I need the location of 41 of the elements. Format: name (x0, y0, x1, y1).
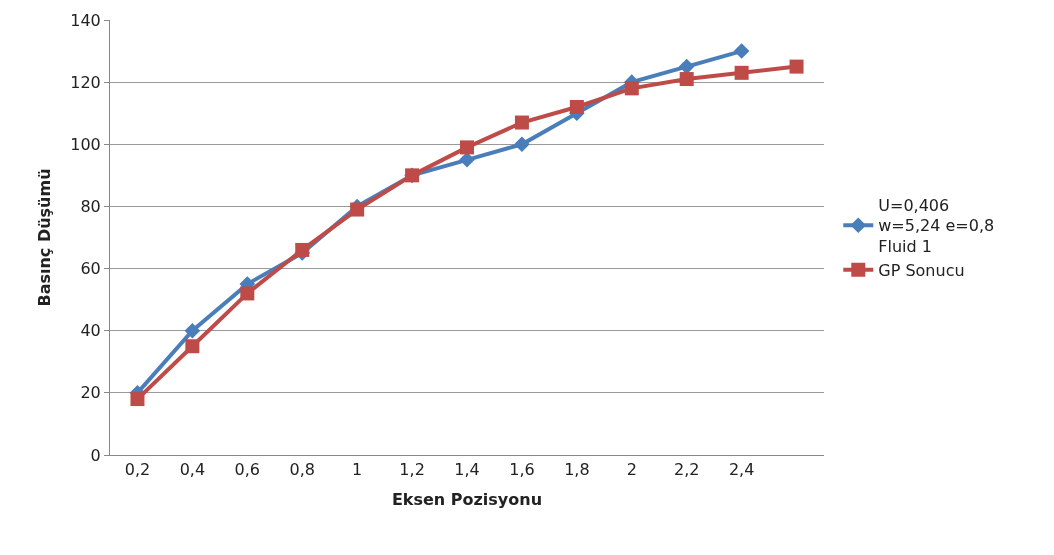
point (678, 58, 695, 75)
x-tick-label: 1,6 (509, 460, 535, 480)
point (459, 152, 475, 168)
y-tick-label: 140 (70, 10, 101, 30)
y-tick-label: 60 (80, 259, 101, 279)
point (350, 202, 365, 217)
y-tick-label: 80 (80, 197, 101, 217)
point (185, 339, 200, 354)
point (789, 59, 804, 74)
y-tick-label: 120 (70, 72, 101, 92)
x-tick-label: 1,8 (564, 460, 590, 480)
x-tick-label: 2 (626, 460, 637, 480)
x-tick-label: 0,2 (124, 460, 151, 480)
x-tick-label: 0,4 (179, 460, 206, 480)
point (679, 72, 694, 87)
x-tick-label: 1,4 (454, 460, 480, 480)
x-tick-label: 0,6 (234, 460, 261, 480)
y-tick-label: 0 (90, 445, 101, 465)
point (184, 322, 201, 339)
point (514, 115, 529, 130)
x-tick-label: 0,8 (289, 460, 315, 480)
y-tick-label: 20 (80, 383, 101, 403)
y-tick-label: 40 (80, 321, 101, 341)
y-axis-title: Basınç Düşümü (35, 168, 55, 307)
x-tick-label: 1,2 (399, 460, 425, 480)
point (240, 286, 255, 301)
point (514, 136, 530, 153)
x-tick-label: 1 (352, 460, 363, 480)
point (734, 65, 749, 80)
x-tick-label: 2,2 (673, 460, 700, 480)
x-tick-label: 2,4 (728, 460, 755, 480)
point (460, 140, 474, 155)
point (130, 392, 145, 407)
point (295, 242, 310, 257)
x-axis-title: Eksen Pozisyonu (391, 489, 543, 509)
legend-label: GP Sonucu (878, 261, 965, 281)
legend-label: U=0,406 w=5,24 e=0,8 Fluid 1 (878, 195, 995, 257)
point (569, 100, 584, 114)
y-tick-label: 100 (70, 134, 101, 154)
point (733, 43, 750, 59)
point (624, 81, 639, 96)
